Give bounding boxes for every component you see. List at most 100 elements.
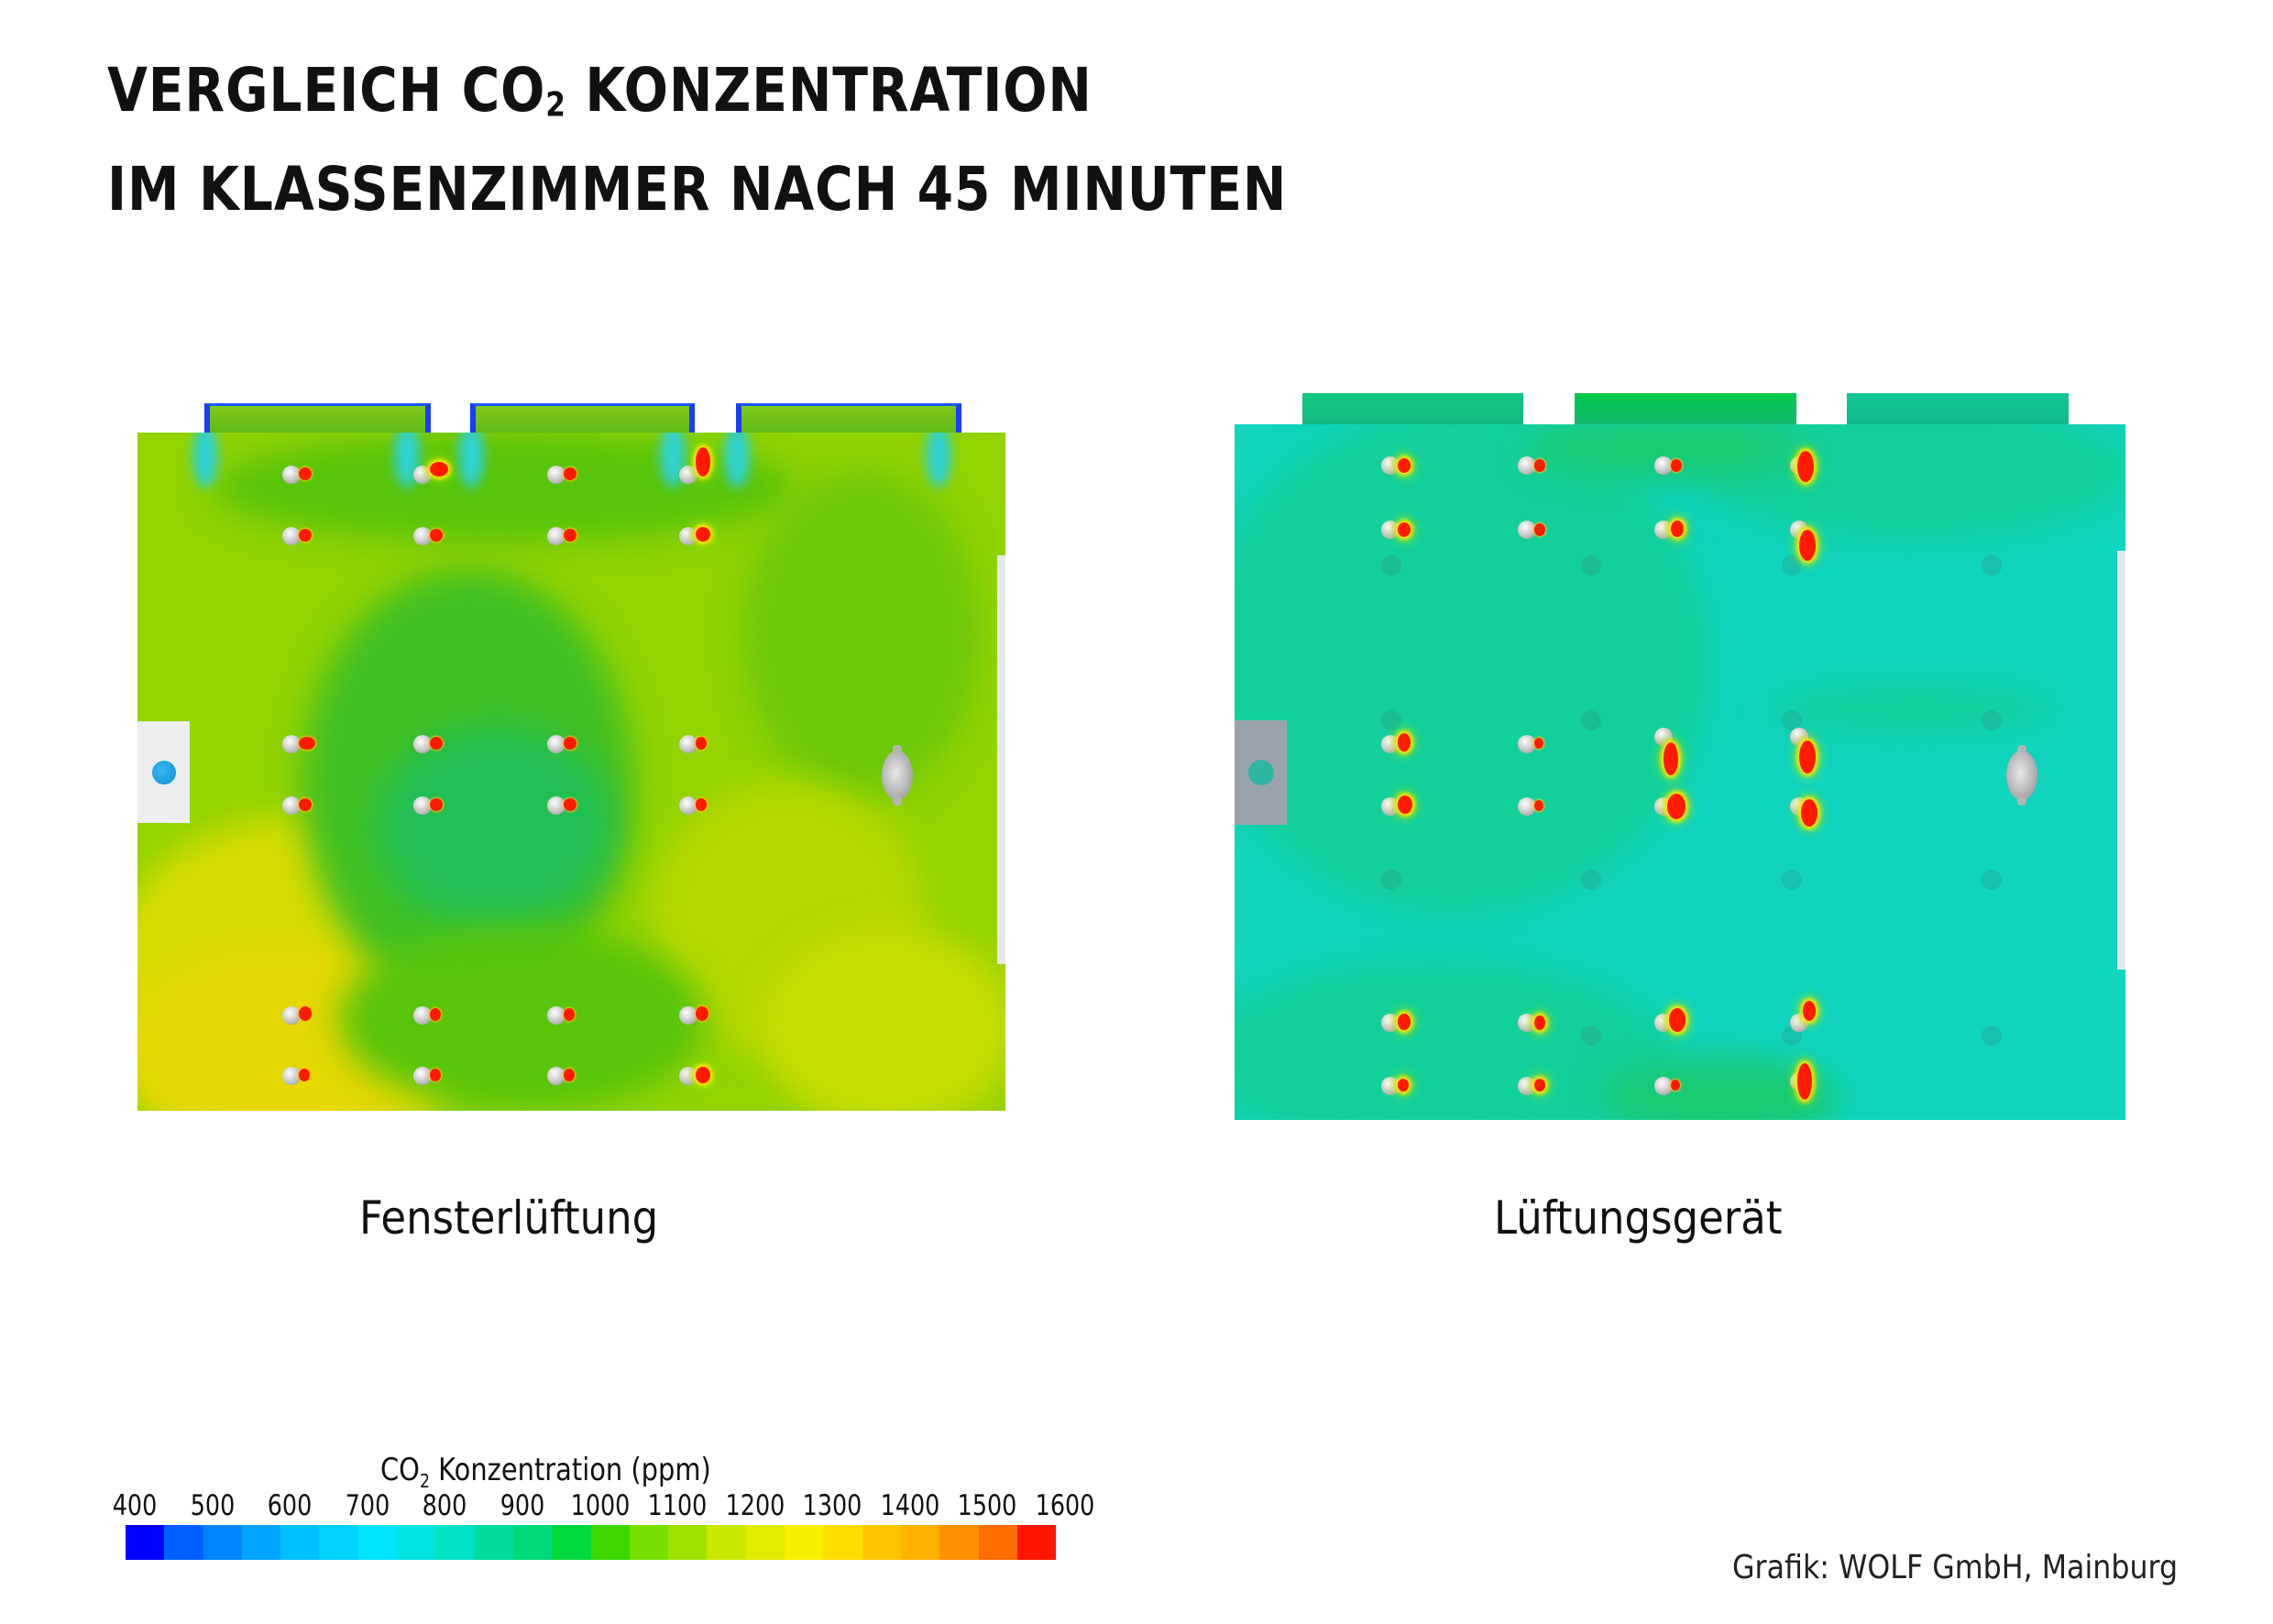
student-head (1654, 456, 1673, 475)
ceiling-diffuser-icon (1381, 870, 1401, 890)
co2-plume (1801, 799, 1817, 827)
student-head (547, 735, 566, 753)
legend-title: CO2 Konzentration (ppm) (380, 1452, 711, 1492)
student-head (413, 1006, 432, 1025)
legend-tick-label: 1000 (570, 1489, 630, 1522)
student-head (1654, 728, 1673, 746)
student-head (1518, 797, 1536, 816)
co2-plume (1534, 800, 1543, 811)
co2-plume (564, 1069, 575, 1081)
co2-plume (1799, 530, 1816, 561)
co2-plume (1534, 1015, 1545, 1030)
legend-color-cell (241, 1525, 281, 1560)
legend-color-cell (785, 1525, 824, 1560)
ceiling-diffuser-icon (1581, 555, 1601, 576)
co2-plume (1398, 796, 1412, 814)
legend-color-cell (357, 1525, 398, 1560)
co2-plume (299, 467, 312, 480)
student-head (1381, 1077, 1400, 1095)
co2-plume (1671, 521, 1684, 537)
legend-color-cell (1016, 1525, 1057, 1560)
student-head (413, 1067, 432, 1085)
co2-plume (1534, 459, 1545, 472)
legend-color-cell (823, 1525, 862, 1560)
co2-plume (696, 447, 710, 477)
legend-color-cell (590, 1525, 630, 1560)
window-opening (736, 403, 961, 437)
student-head (1654, 1077, 1673, 1095)
ceiling-diffuser-icon (1982, 870, 2002, 890)
co2-plume (1664, 742, 1678, 775)
legend-color-cell (512, 1525, 553, 1560)
legend-color-cell (629, 1525, 669, 1560)
student-head (547, 466, 566, 484)
student-head (1518, 1077, 1536, 1095)
student-head (1381, 1014, 1400, 1032)
legend-tick-label: 1200 (725, 1489, 785, 1522)
student-head (1654, 521, 1673, 539)
source-credit: Grafik: WOLF GmbH, Mainburg (1732, 1549, 2179, 1586)
cold-draft (192, 433, 218, 488)
legend-color-cell (900, 1525, 940, 1560)
co2-plume (1803, 1001, 1816, 1021)
co2-plume (696, 798, 707, 811)
co2-plume (564, 737, 576, 750)
student-head (547, 1006, 566, 1025)
co2-plume (564, 529, 576, 542)
student-head (413, 466, 432, 484)
legend-color-cell (707, 1525, 746, 1560)
legend-color-cell (668, 1525, 708, 1560)
contour-region (376, 726, 614, 927)
contour-region (211, 433, 797, 543)
legend-color-cell (435, 1525, 475, 1560)
legend-tick-label: 400 (112, 1489, 158, 1522)
contour-region (1766, 681, 2059, 736)
co2-plume (564, 467, 576, 480)
legend-tick-label: 1600 (1035, 1489, 1095, 1522)
sink-basin-icon (152, 761, 176, 785)
ceiling-diffuser-icon (1381, 555, 1401, 576)
co2-plume (299, 529, 312, 542)
page-title: VERGLEICH CO2 KONZENTRATION IM KLASSENZI… (107, 48, 1287, 232)
co2-plume (696, 737, 707, 750)
co2-plume (1667, 794, 1686, 819)
student-head (1518, 1014, 1536, 1032)
co2-plume (1797, 1063, 1812, 1100)
student-head (679, 527, 697, 545)
legend-tick-label: 1400 (880, 1489, 940, 1522)
legend-color-cell (552, 1525, 591, 1560)
legend-color-cell (397, 1525, 436, 1560)
student-head (1381, 521, 1400, 539)
classroom-floorplan-right (1235, 424, 2125, 1120)
student-head (1790, 1014, 1808, 1032)
cold-draft (458, 433, 484, 488)
co2-plume (430, 1069, 441, 1081)
co2-plume (1398, 458, 1411, 473)
legend-color-bar (126, 1525, 1057, 1560)
door (2117, 551, 2125, 970)
caption-window-ventilation: Fensterlüftung (359, 1191, 659, 1245)
legend-tick-label: 700 (345, 1489, 390, 1522)
legend-color-cell (978, 1525, 1017, 1560)
ceiling-diffuser-icon (1982, 555, 2002, 576)
legend-color-cell (164, 1525, 203, 1560)
student-head (282, 1067, 301, 1085)
legend-ticks: 400 500 600 700 800 900 1000 1100 1200 1300 1400 15… (101, 1489, 1095, 1522)
contour-region (1235, 424, 1711, 919)
ceiling-diffuser-icon (1782, 555, 1802, 576)
co2-plume (1534, 1079, 1545, 1092)
window-opening (470, 403, 695, 437)
student-head (679, 1067, 697, 1085)
student-head (1518, 456, 1536, 475)
window-opening (204, 403, 431, 437)
title-line-2: IM KLASSENZIMMER NACH 45 MINUTEN (107, 154, 1288, 225)
ceiling-diffuser-icon (1581, 710, 1601, 730)
legend-tick-label: 1300 (802, 1489, 862, 1522)
student-head (1381, 797, 1400, 816)
legend-tick-label: 800 (423, 1489, 467, 1522)
co2-plume (1671, 459, 1682, 472)
co2-plume (1797, 451, 1814, 482)
contour-region (742, 469, 981, 799)
student-head (413, 735, 432, 753)
co2-plume (430, 1008, 441, 1021)
